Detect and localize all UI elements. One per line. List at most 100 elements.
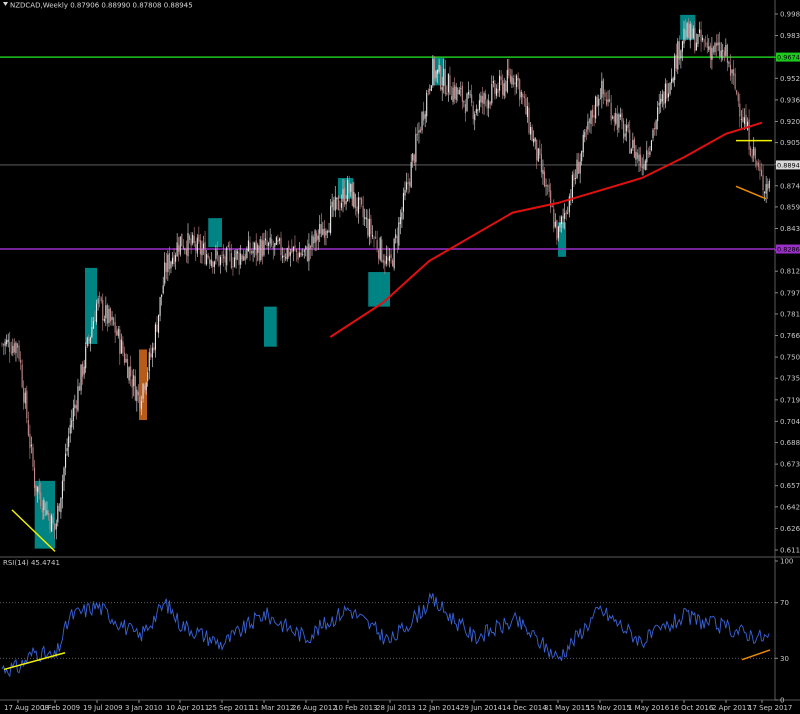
candle-body — [585, 129, 587, 132]
candle-body — [86, 337, 88, 346]
candle-body — [534, 137, 536, 142]
candle-body — [241, 255, 243, 260]
candle-body — [6, 340, 8, 345]
rsi-yellow-trendline[interactable] — [3, 652, 66, 671]
time-tick-label: 31 May 2015 — [544, 704, 590, 712]
teal-box[interactable] — [208, 218, 222, 248]
candle-body — [483, 92, 485, 104]
candle-body — [568, 196, 570, 213]
candle-body — [547, 185, 549, 187]
moving-average-line[interactable] — [329, 121, 763, 338]
candle-body — [336, 197, 338, 200]
candle-body — [562, 216, 564, 218]
candle-body — [450, 96, 453, 100]
candle-body — [449, 75, 451, 95]
candle-body — [365, 217, 367, 220]
candle-body — [506, 69, 508, 92]
candle-body — [663, 91, 665, 105]
price-tick-label: 0.92090 — [780, 118, 800, 126]
candle-body — [71, 420, 73, 428]
candle-body — [509, 75, 511, 82]
candle-body — [714, 43, 716, 53]
candle-body — [443, 68, 445, 86]
candle-body — [264, 238, 267, 241]
candle-body — [354, 193, 356, 209]
price-tick-label: 0.90560 — [780, 139, 800, 147]
dropdown-triangle-icon[interactable] — [3, 2, 8, 6]
candle-body — [161, 294, 163, 297]
candle-body — [226, 247, 228, 266]
trend-drawings[interactable] — [11, 139, 772, 552]
candle-body — [499, 75, 501, 91]
candle-body — [313, 237, 315, 244]
candle-body — [21, 364, 23, 388]
teal-box[interactable] — [368, 272, 390, 307]
candle-body — [23, 387, 25, 403]
candle-body — [478, 100, 480, 110]
candle-body — [750, 148, 752, 156]
candle-body — [767, 183, 769, 191]
candle-body — [615, 113, 617, 124]
candle-body — [230, 252, 232, 268]
horizontal-levels[interactable] — [0, 56, 775, 250]
moving-average[interactable] — [329, 121, 763, 338]
rsi-header: RSI(14) 45.4741 — [3, 559, 60, 567]
candle-body — [162, 285, 164, 294]
price-tick-label: 0.98300 — [780, 32, 800, 40]
candle-body — [362, 205, 364, 218]
candle-body — [480, 95, 482, 103]
candle-body — [672, 77, 674, 82]
time-tick-label: 26 Aug 2012 — [292, 704, 337, 712]
candle-body — [605, 99, 608, 105]
candle-body — [458, 89, 460, 95]
candle-body — [189, 235, 191, 240]
candle-body — [65, 453, 67, 468]
candle-body — [288, 245, 290, 257]
candle-body — [472, 105, 474, 119]
candle-body — [477, 109, 479, 111]
teal-box[interactable] — [264, 306, 277, 347]
teal-box[interactable] — [558, 222, 566, 257]
candle-body — [626, 125, 628, 132]
rsi-levels — [0, 602, 775, 659]
candle-body — [340, 202, 342, 208]
candle-body — [305, 245, 307, 250]
candle-body — [561, 216, 563, 225]
teal-box[interactable] — [85, 267, 97, 344]
candle-body — [26, 390, 28, 419]
yellow-trendline[interactable] — [11, 509, 56, 552]
candle-body — [330, 206, 332, 234]
candle-body — [387, 257, 389, 261]
candle-body — [297, 252, 299, 260]
rsi-orange-trendline[interactable] — [741, 649, 771, 661]
rsi-trend-drawings[interactable] — [3, 649, 771, 671]
candle-body — [748, 119, 750, 150]
candle-body — [263, 240, 265, 256]
candle-body — [192, 234, 194, 244]
candle-body — [747, 121, 749, 130]
candle-body — [491, 84, 493, 104]
rsi-pane[interactable]: RSI(14) 45.4741 — [0, 559, 775, 678]
candle-body — [557, 226, 559, 239]
candle-body — [154, 324, 156, 350]
candle-body — [740, 119, 742, 120]
candle-body — [334, 196, 336, 211]
candle-body — [351, 183, 353, 206]
time-tick-label: 19 Jul 2009 — [83, 704, 123, 712]
candle-body — [78, 386, 81, 391]
time-tick-label: 17 Sep 2017 — [748, 704, 792, 712]
time-tick-label: 12 Jan 2014 — [418, 704, 461, 712]
candle-body — [644, 160, 646, 170]
candle-body — [184, 248, 186, 250]
orange-trendline[interactable] — [735, 185, 767, 200]
candle-body — [578, 162, 580, 174]
candle-body — [43, 500, 45, 511]
candle-body — [381, 239, 383, 262]
time-tick-label: 15 Nov 2015 — [586, 704, 631, 712]
candle-body — [554, 221, 556, 227]
teal-box[interactable] — [432, 57, 445, 86]
candle-body — [536, 139, 538, 161]
price-tick-label: 0.73520 — [780, 375, 800, 383]
candle-body — [751, 155, 753, 159]
